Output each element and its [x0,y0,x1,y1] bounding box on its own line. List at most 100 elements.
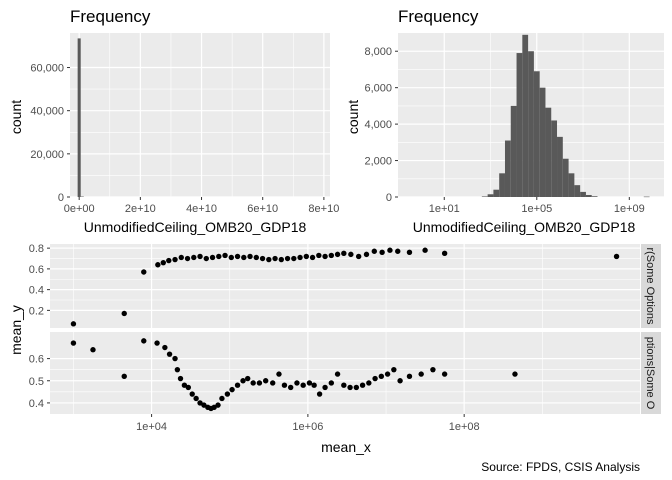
scatter-point [613,253,620,260]
scatter-point [347,384,353,391]
scatter-point [334,251,341,258]
histogram-log: Frequency 1e+01 1e+05 1e+09 0 2,000 4,000 6,00… [345,7,664,235]
histogram-bar [562,158,569,197]
scatter-point [384,371,391,377]
scatter-point [328,380,335,386]
histogram-bar [510,105,517,197]
scatter-point [284,255,291,262]
scatter-point [219,395,225,402]
y-tick-label: 60,000 [30,63,64,75]
scatter-point [141,269,147,275]
histogram-log-ticks: 1e+01 1e+05 1e+09 0 2,000 4,000 6,000 8,000 [364,46,644,215]
histogram-bar [499,173,505,197]
scatter-point [222,252,228,259]
facet-panel-bg [50,332,640,414]
y-tick-label: 0.4 [29,398,44,410]
y-tick-label: 0 [58,192,64,204]
scatter-faceted: 0.2 0.4 0.6 0.8 r(Some Options 0.4 0.5 0.6 ptio… [8,243,661,455]
scatter-point [178,254,184,261]
histogram-log-y-label: count [345,100,361,134]
scatter-point [391,366,397,373]
scatter-point [366,380,372,386]
y-tick-label: 0.5 [29,376,44,388]
scatter-point [512,371,518,377]
scatter-point [197,253,203,260]
scatter-point [184,255,191,262]
scatter-point [250,380,256,386]
scatter-point [201,402,207,408]
scatter-point [209,254,216,261]
scatter-point [189,391,195,397]
scatter-point [154,340,160,346]
scatter-x-label: mean_x [321,439,371,455]
scatter-point [245,375,251,382]
scatter-point [241,254,247,261]
scatter-point [121,373,127,380]
scatter-point [121,310,127,317]
facet-strip [641,244,661,328]
facet-strip-label: r(Some Options [644,247,656,325]
scatter-point [300,382,306,388]
scatter-point [70,321,77,327]
histogram-log-bars [481,34,650,198]
scatter-point [191,254,197,261]
scatter-point [341,382,347,388]
y-tick-label: 0.8 [29,243,44,255]
scatter-point [422,247,428,253]
scatter-point [303,253,310,260]
scatter-point [70,340,77,346]
scatter-point [240,378,246,384]
scatter-point [322,253,328,260]
x-tick-label: 6e+10 [247,203,278,215]
scatter-x-ticks: 1e+04 1e+06 1e+08 [136,414,480,433]
scatter-point [203,255,209,262]
scatter-facet-top: 0.2 0.4 0.6 0.8 r(Some Options [29,243,661,328]
scatter-point [256,380,263,386]
scatter-point [276,371,282,377]
facet-strip-label-group: r(Some Options [644,247,656,325]
scatter-point [185,384,192,391]
scatter-point [291,255,297,262]
caption: Source: FPDS, CSIS Analysis [481,460,640,474]
histogram-bar [493,189,500,197]
histogram-bar [522,34,529,198]
scatter-y-label: mean_y [8,305,24,355]
scatter-point [272,255,278,262]
scatter-point [181,382,188,388]
y-tick-label: 0.6 [29,354,44,366]
scatter-point [229,386,235,393]
facet-strip [641,332,661,414]
scatter-point [441,250,448,257]
histogram-bar [539,87,546,197]
scatter-point [355,253,362,260]
histogram-linear-gridlines [70,33,330,198]
scatter-point [224,391,231,397]
histogram-bar [504,140,511,197]
histogram-linear-panel-bg [70,33,330,197]
scatter-point [234,382,241,388]
histogram-bar [481,196,488,197]
histogram-linear-ticks: 0e+00 2e+10 4e+10 6e+10 8e+10 0 20,000 40,000 60… [30,63,339,215]
histogram-bar [580,191,586,197]
x-tick-label: 0e+00 [64,203,95,215]
scatter-point [172,256,178,263]
scatter-point [363,251,370,258]
scatter-point [278,256,285,263]
scatter-point [309,254,316,261]
scatter-facet-bottom: 0.4 0.5 0.6 ptions|Some O [29,332,661,414]
y-tick-label: 2,000 [364,156,392,168]
scatter-point [160,259,167,266]
histogram-bar [516,53,523,197]
y-tick-label: 0.2 [29,305,44,317]
scatter-point [216,253,222,260]
histogram-bar [487,194,494,197]
scatter-point [253,254,260,261]
scatter-point [166,257,172,264]
scatter-point [328,252,335,259]
scatter-point [270,380,276,386]
scatter-point [430,366,436,373]
histogram-linear: Frequency 0e+00 2e+10 4e+10 6e+10 8e+10 0 20,0… [8,7,339,235]
x-tick-label: 1e+09 [614,203,645,215]
scatter-point [387,247,393,253]
